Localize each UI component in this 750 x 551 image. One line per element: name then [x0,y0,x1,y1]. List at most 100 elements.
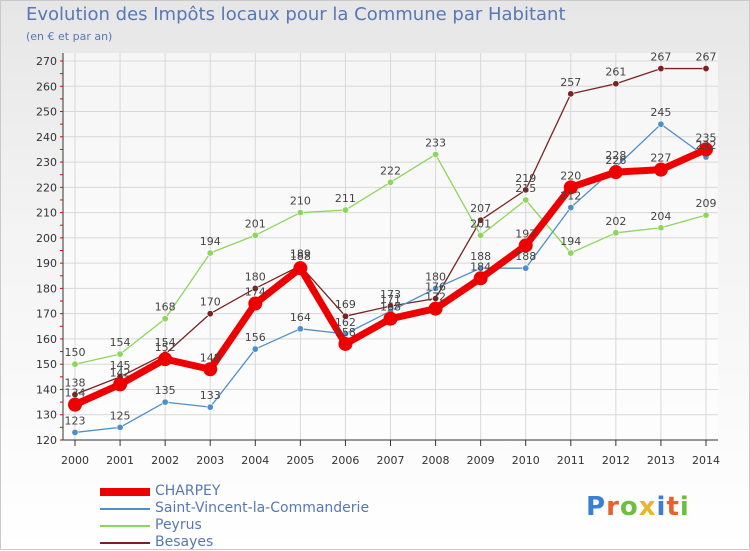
data-label-charpey: 174 [245,286,266,299]
y-tick-label: 190 [36,257,57,270]
data-label-besayes: 219 [515,172,536,185]
data-label-saint-vincent-la-commanderie: 162 [335,316,356,329]
data-label-peyrus: 209 [696,197,717,210]
data-point-peyrus [296,209,304,217]
data-label-besayes: 173 [380,288,401,301]
data-label-charpey: 235 [696,131,717,144]
data-label-saint-vincent-la-commanderie: 180 [425,270,446,283]
data-point-peyrus [702,211,710,219]
y-tick-label: 180 [36,282,57,295]
data-label-saint-vincent-la-commanderie: 164 [290,311,311,324]
x-tick-label: 2012 [602,454,630,467]
x-tick-label: 2000 [61,454,89,467]
legend-label-peyrus: Peyrus [155,517,202,533]
data-point-besayes [657,65,665,73]
y-tick-label: 270 [36,55,57,68]
data-label-peyrus: 202 [605,215,626,228]
y-tick-label: 160 [36,333,57,346]
data-label-peyrus: 215 [515,182,536,195]
x-tick-label: 2007 [377,454,405,467]
data-label-peyrus: 168 [155,301,176,314]
data-label-charpey: 152 [155,341,176,354]
series-lines [68,65,713,436]
data-point-charpey [68,397,82,412]
data-label-saint-vincent-la-commanderie: 188 [470,250,491,263]
y-tick-label: 120 [36,434,57,447]
data-label-charpey: 220 [560,169,581,182]
data-label-charpey: 134 [65,387,86,400]
data-label-peyrus: 194 [200,235,221,248]
legend-swatch-charpey [100,488,150,496]
data-label-besayes: 261 [605,66,626,79]
data-label-charpey: 197 [515,227,536,240]
data-label-peyrus: 154 [110,336,131,349]
y-tick-label: 150 [36,358,57,371]
data-label-charpey: 226 [605,154,626,167]
data-label-besayes: 145 [110,359,131,372]
data-point-peyrus [567,249,575,257]
data-label-saint-vincent-la-commanderie: 232 [696,139,717,152]
data-label-besayes: 154 [155,336,176,349]
data-point-charpey [428,301,443,316]
y-tick-label: 200 [36,232,57,245]
data-label-besayes: 257 [560,76,581,89]
y-tick-label: 230 [36,156,57,169]
data-point-peyrus [251,231,259,239]
data-point-besayes [206,310,214,318]
data-label-saint-vincent-la-commanderie: 125 [110,409,131,422]
data-point-peyrus [161,315,169,323]
data-label-peyrus: 210 [290,195,311,208]
data-point-peyrus [477,231,485,239]
legend-label-besayes: Besayes [155,534,214,550]
logo-letter: r [606,492,620,522]
data-label-peyrus: 204 [650,210,671,223]
y-tick-label: 210 [36,207,57,220]
data-point-peyrus [432,150,440,158]
axes: 120 130 140 150 160 170 180 190 200 210 220 230 240 2… [36,53,720,467]
data-point-charpey [653,162,668,177]
data-point-peyrus [522,196,530,204]
logo-letter: x [638,492,657,522]
data-label-saint-vincent-la-commanderie: 135 [155,384,176,397]
data-point-besayes [567,90,575,98]
data-label-besayes: 138 [65,377,86,390]
data-label-charpey: 227 [650,152,671,165]
x-tick-label: 2006 [331,454,359,467]
data-point-saint-vincent-la-commanderie [432,284,440,292]
logo-letter: t [666,492,680,522]
data-point-saint-vincent-la-commanderie [522,264,530,272]
chart-title: Evolution des Impôts locaux pour la Comm… [26,4,566,25]
data-label-saint-vincent-la-commanderie: 188 [515,250,536,263]
legend-swatch-peyrus [100,525,150,527]
x-tick-label: 2008 [422,454,450,467]
data-point-saint-vincent-la-commanderie [251,345,259,353]
data-label-charpey: 158 [335,326,356,339]
data-point-peyrus [612,229,620,237]
data-label-peyrus: 233 [425,136,446,149]
data-label-saint-vincent-la-commanderie: 123 [65,414,86,427]
data-point-saint-vincent-la-commanderie [161,398,169,406]
data-label-saint-vincent-la-commanderie: 212 [560,190,581,203]
data-label-besayes: 189 [290,248,311,261]
data-label-peyrus: 201 [245,217,266,230]
data-point-saint-vincent-la-commanderie [296,325,304,333]
data-label-saint-vincent-la-commanderie: 156 [245,331,266,344]
legend-label-charpey: CHARPEY [155,483,221,499]
data-point-charpey [383,311,398,326]
data-point-charpey [113,377,128,392]
data-point-saint-vincent-la-commanderie [71,428,79,436]
data-labels: 138 145 154 170 180 189 169 173 176 207 219 257 261 2… [65,51,717,428]
data-label-besayes: 176 [425,281,446,294]
x-tick-label: 2013 [647,454,675,467]
data-point-besayes [612,80,620,88]
data-point-saint-vincent-la-commanderie [116,423,124,431]
data-point-charpey [203,362,218,377]
data-label-besayes: 267 [650,51,671,64]
y-tick-label: 140 [36,383,57,396]
data-label-charpey: 142 [110,366,131,379]
logo-letter: i [679,492,690,522]
x-tick-label: 2005 [286,454,314,467]
y-tick-label: 220 [36,181,57,194]
data-point-peyrus [386,178,394,186]
y-tick-label: 170 [36,308,57,321]
